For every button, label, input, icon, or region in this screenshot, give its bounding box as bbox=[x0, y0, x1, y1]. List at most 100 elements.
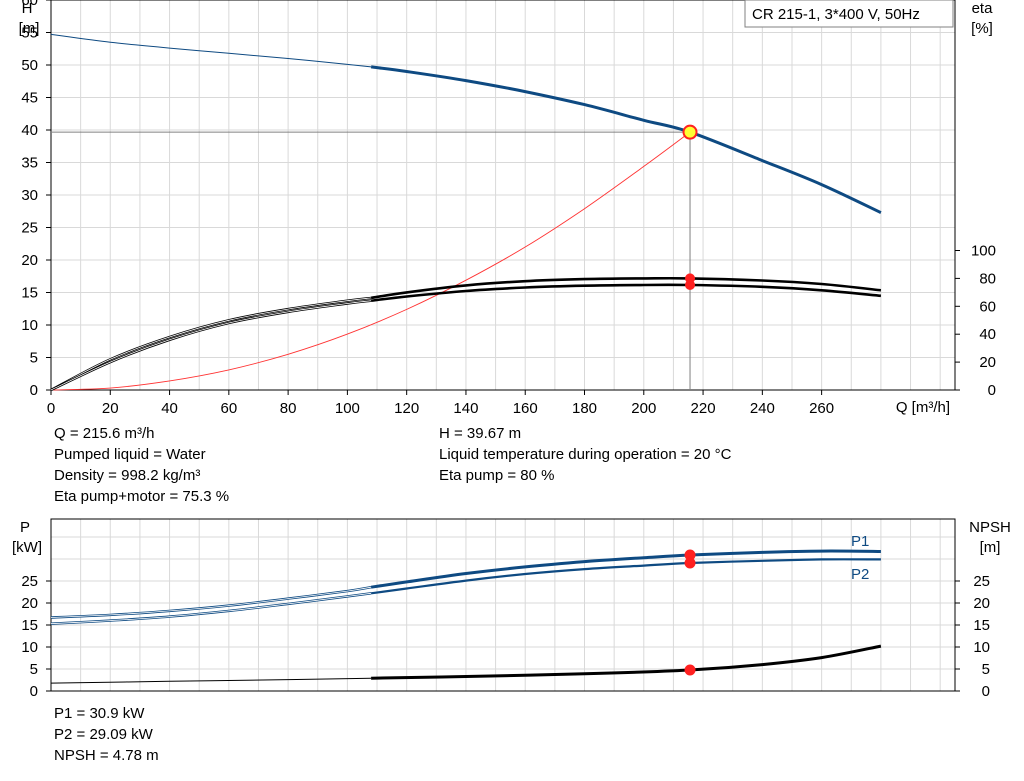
h-tick-label: 15 bbox=[21, 285, 38, 302]
h-tick-label: 55 bbox=[21, 25, 38, 42]
npsh-axis-unit: [m] bbox=[980, 539, 1001, 556]
p1-duty-point bbox=[684, 549, 696, 561]
x-tick-label: 180 bbox=[572, 400, 597, 417]
x-tick-label: 20 bbox=[102, 400, 119, 417]
top-x-ticks: 0 20 40 60 80 100 120 140 160 180 200 220 240 260 bbox=[47, 390, 834, 417]
top-chart: 0 20 40 60 80 100 120 140 160 180 200 220 240 260 051… bbox=[19, 0, 996, 417]
p-tick-label: 0 bbox=[30, 683, 38, 700]
p-tick-label: 15 bbox=[21, 617, 38, 634]
x-tick-label: 260 bbox=[809, 400, 834, 417]
info-eta-pump-motor: Eta pump+motor = 75.3 % bbox=[54, 488, 230, 505]
h-tick-label: 10 bbox=[21, 317, 38, 334]
p2-curve-thick bbox=[370, 558, 881, 595]
eta-axis-name: eta bbox=[972, 0, 994, 17]
top-grid bbox=[51, 0, 955, 390]
h-axis-unit: [m] bbox=[19, 20, 40, 37]
eta-pump-motor-curve-thin-core bbox=[50, 300, 372, 391]
p-tick-label: 5 bbox=[30, 661, 38, 678]
eta-tick-label: 40 bbox=[979, 326, 996, 343]
info-head: H = 39.67 m bbox=[439, 425, 522, 442]
npsh-axis-name: NPSH bbox=[969, 519, 1011, 536]
x-tick-label: 60 bbox=[220, 400, 237, 417]
p1-series-label: P1 bbox=[851, 533, 869, 550]
info-pumped-liquid: Pumped liquid = Water bbox=[54, 446, 206, 463]
h-tick-label: 60 bbox=[21, 0, 38, 9]
npsh-curve-thick bbox=[371, 644, 882, 680]
x-axis-label: Q [m³/h] bbox=[896, 399, 950, 416]
bottom-duty-marks bbox=[684, 549, 696, 676]
info-liquid-temperature: Liquid temperature during operation = 20… bbox=[439, 446, 732, 463]
top-eta-ticks: 0 20 40 60 80 100 bbox=[955, 243, 996, 399]
eta-tick-label: 20 bbox=[979, 354, 996, 371]
npsh-tick-label: 20 bbox=[973, 595, 990, 612]
x-tick-label: 0 bbox=[47, 400, 55, 417]
p-tick-label: 10 bbox=[21, 639, 38, 656]
h-tick-label: 45 bbox=[21, 90, 38, 107]
h-tick-label: 50 bbox=[21, 57, 38, 74]
top-duty-marks bbox=[682, 124, 698, 290]
npsh-tick-label: 0 bbox=[982, 683, 990, 700]
head-duty-point bbox=[682, 124, 698, 140]
head-curve-thick bbox=[370, 65, 882, 214]
eta-pump-motor-curve-thick bbox=[370, 283, 882, 302]
npsh-tick-label: 25 bbox=[973, 573, 990, 590]
bottom-curves bbox=[50, 549, 882, 684]
h-axis-name: H bbox=[22, 0, 33, 17]
eta-pump-curve-thick bbox=[370, 276, 882, 300]
title-box-text: CR 215-1, 3*400 V, 50Hz bbox=[752, 6, 920, 23]
info-p1: P1 = 30.9 kW bbox=[54, 705, 145, 722]
x-tick-label: 140 bbox=[453, 400, 478, 417]
eta-tick-label: 0 bbox=[988, 382, 996, 399]
h-tick-label: 5 bbox=[30, 350, 38, 367]
top-y-ticks: 0 5 10 15 20 25 30 35 40 45 50 55 60 bbox=[21, 0, 51, 399]
info-flow: Q = 215.6 m³/h bbox=[54, 425, 155, 442]
eta-pump-motor-duty-point bbox=[685, 279, 696, 290]
eta-pump-motor-curve-thin-outline bbox=[50, 299, 372, 392]
bottom-plot-frame bbox=[50, 518, 956, 692]
npsh-duty-point bbox=[684, 664, 696, 676]
x-tick-label: 100 bbox=[335, 400, 360, 417]
x-tick-label: 120 bbox=[394, 400, 419, 417]
x-tick-label: 240 bbox=[750, 400, 775, 417]
info-p2: P2 = 29.09 kW bbox=[54, 726, 153, 743]
p2-curve-thin-core bbox=[50, 592, 372, 625]
h-tick-label: 35 bbox=[21, 155, 38, 172]
npsh-tick-label: 5 bbox=[982, 661, 990, 678]
p1-curve-thick bbox=[370, 549, 881, 589]
head-curve-thin bbox=[50, 33, 372, 68]
x-tick-label: 40 bbox=[161, 400, 178, 417]
x-tick-label: 80 bbox=[280, 400, 297, 417]
title-box bbox=[744, 0, 954, 28]
p-tick-label: 25 bbox=[21, 573, 38, 590]
bottom-npsh-ticks: 0 5 10 15 20 25 bbox=[955, 573, 990, 700]
npsh-curve-thin bbox=[50, 677, 372, 684]
info-eta-pump: Eta pump = 80 % bbox=[439, 467, 555, 484]
eta-pump-curve-thin-outline bbox=[50, 296, 372, 392]
eta-tick-label: 100 bbox=[971, 243, 996, 260]
top-curves bbox=[50, 33, 882, 392]
npsh-tick-label: 15 bbox=[973, 617, 990, 634]
system-curve bbox=[50, 131, 691, 391]
eta-tick-label: 80 bbox=[979, 270, 996, 287]
x-tick-label: 200 bbox=[631, 400, 656, 417]
x-tick-label: 160 bbox=[513, 400, 538, 417]
p-tick-label: 20 bbox=[21, 595, 38, 612]
info-npsh: NPSH = 4.78 m bbox=[54, 747, 159, 764]
p2-series-label: P2 bbox=[851, 566, 869, 583]
h-tick-label: 40 bbox=[21, 122, 38, 139]
eta-pump-curve-thin-core bbox=[50, 297, 372, 391]
p2-duty-point bbox=[684, 557, 696, 569]
h-tick-label: 0 bbox=[30, 382, 38, 399]
p1-curve-thin-core bbox=[50, 586, 372, 618]
p-axis-name: P bbox=[20, 519, 30, 536]
npsh-tick-label: 10 bbox=[973, 639, 990, 656]
bottom-p-ticks: 0 5 10 15 20 25 bbox=[21, 573, 51, 700]
info-bottom: P1 = 30.9 kW P2 = 29.09 kW NPSH = 4.78 m bbox=[54, 703, 159, 766]
x-tick-label: 220 bbox=[691, 400, 716, 417]
h-tick-label: 25 bbox=[21, 220, 38, 237]
info-top-left: Q = 215.6 m³/h Pumped liquid = Water Den… bbox=[54, 423, 229, 507]
bottom-grid bbox=[51, 519, 955, 691]
bottom-chart: 0 5 10 15 20 25 0 5 10 15 20 25 P [kW] NPSH [m] P1… bbox=[12, 518, 1011, 700]
h-tick-label: 30 bbox=[21, 187, 38, 204]
